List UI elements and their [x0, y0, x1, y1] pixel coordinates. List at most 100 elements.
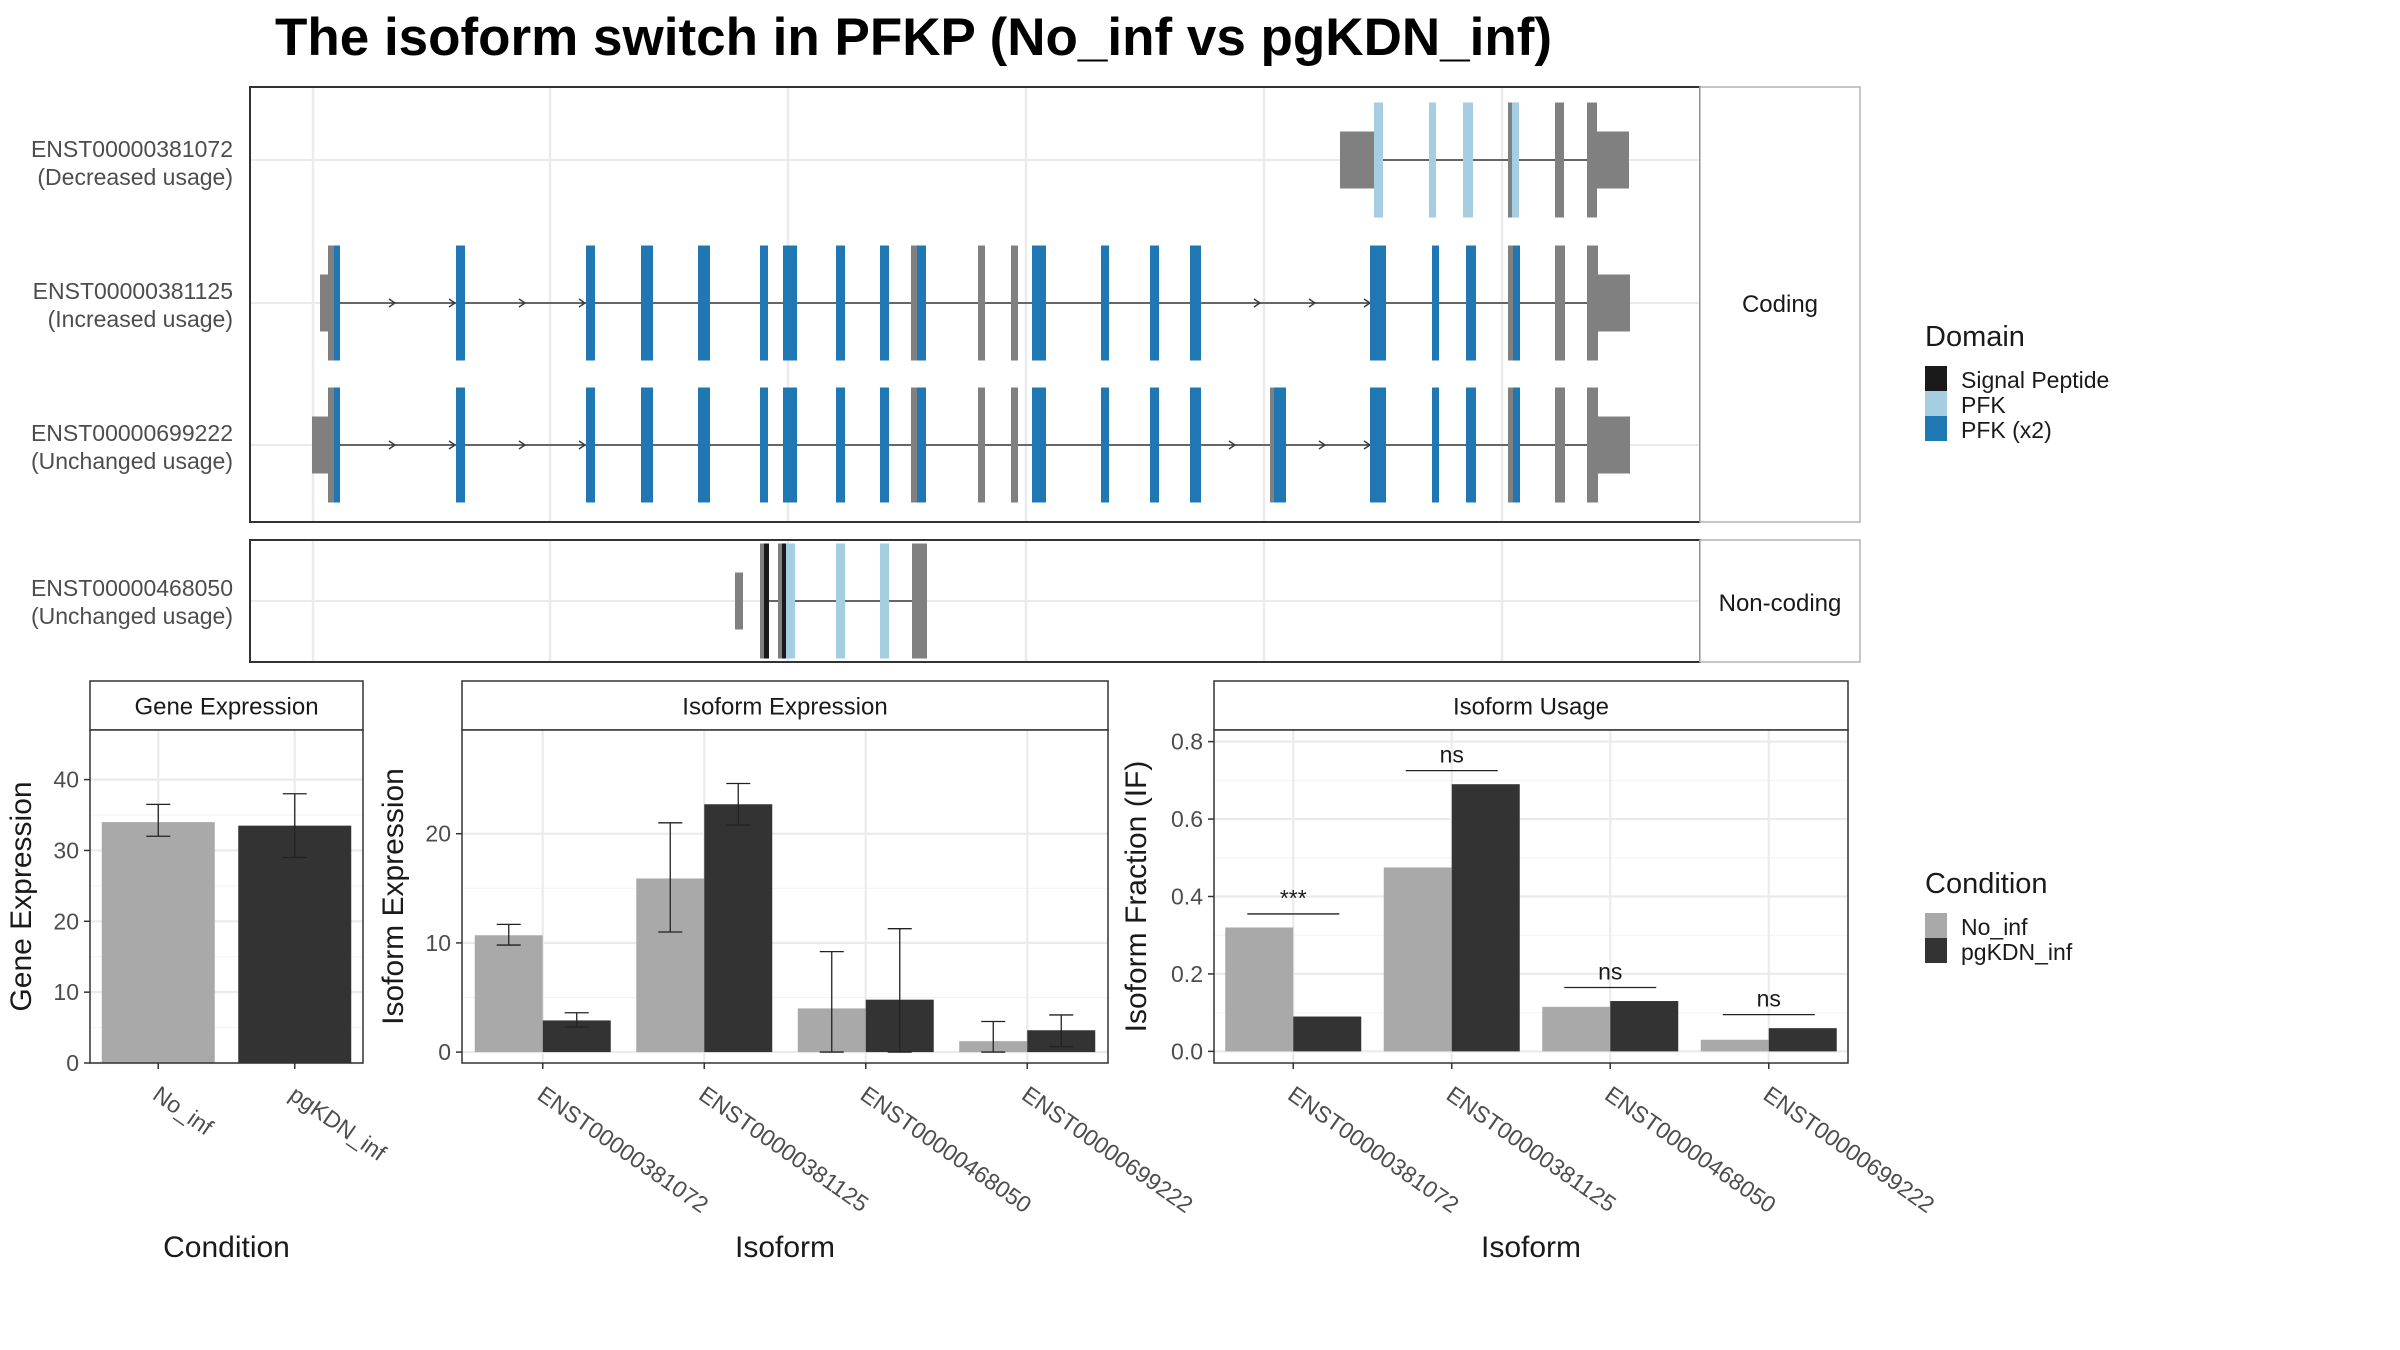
cds-exon	[1508, 102, 1512, 218]
pfk-x2-domain-exon	[698, 245, 710, 361]
cds-exon	[912, 543, 918, 659]
pfk-x2-domain-exon	[1513, 387, 1520, 503]
pfk-x2-domain-exon	[1032, 387, 1046, 503]
y-axis-title: Isoform Fraction (IF)	[1120, 761, 1153, 1033]
cds-exon	[1555, 102, 1564, 218]
transcript-id-label: ENST00000699222	[31, 420, 233, 446]
cds-exon	[918, 543, 927, 659]
pfk-x2-domain-exon	[1101, 245, 1109, 361]
cds-exon	[911, 245, 917, 361]
signal-peptide-exon	[782, 543, 786, 659]
cds-exon	[1270, 387, 1274, 503]
strand-arrow	[388, 440, 397, 450]
pfk-x2-domain-exon	[1466, 387, 1476, 503]
bar	[1542, 1006, 1611, 1052]
isoform-usage-panel: Isoform Usage *** ns ns ns 0.0 0.2 0.4 0.6 0.8 ENS…	[1120, 680, 1939, 1264]
pfk-x2-domain-exon	[1513, 245, 1520, 361]
pfk-x2-domain-exon	[698, 387, 710, 503]
strand-arrow	[1228, 440, 1237, 450]
pfk-x2-domain-exon	[1190, 387, 1201, 503]
pfk-x2-domain-exon	[1370, 245, 1386, 361]
panel-strip	[461, 680, 1109, 731]
bar	[101, 822, 215, 1063]
pfk-x2-domain-exon	[836, 245, 845, 361]
x-axis-title: Condition	[163, 1231, 290, 1264]
cds-exon	[1587, 387, 1598, 503]
legend-label-no-inf: No_inf	[1961, 914, 2028, 940]
pfk-x2-domain-exon	[334, 245, 340, 361]
coding-strip-label: Coding	[1742, 291, 1818, 318]
utr-exon	[1598, 416, 1630, 474]
pfk-x2-domain-exon	[586, 387, 595, 503]
significance-label: ***	[1280, 885, 1307, 911]
x-tick-label: ENST00000468050	[856, 1081, 1036, 1218]
cds-exon	[1011, 245, 1018, 361]
cds-exon	[778, 543, 782, 659]
y-tick-label: 0.4	[1171, 884, 1203, 910]
y-tick-label: 30	[53, 837, 79, 863]
legend-key-signal-peptide	[1925, 366, 1947, 391]
structure-noncoding-panel: Non-coding	[249, 539, 1861, 663]
gene-expression-panel: Gene Expression 0 10 20 30 40 No_inf pgKDN_inf C…	[5, 680, 392, 1264]
y-tick-label: 0.0	[1171, 1038, 1203, 1064]
strand-arrow	[578, 440, 587, 450]
strand-arrow	[518, 440, 527, 450]
x-axis-title: Isoform	[735, 1231, 835, 1264]
pfk-x2-domain-exon	[1466, 245, 1476, 361]
noncoding-transcript-tracks	[735, 543, 927, 659]
pfk-x2-domain-exon	[456, 245, 465, 361]
cds-exon	[1555, 245, 1565, 361]
panel-strip-title: Gene Expression	[134, 694, 318, 721]
condition-legend: Condition No_inf pgKDN_inf	[1925, 868, 2073, 965]
transcript-id-label: ENST00000381072	[31, 136, 233, 162]
coding-strip	[1699, 86, 1861, 523]
pfk-x2-domain-exon	[456, 387, 465, 503]
panel-strip-title: Isoform Usage	[1453, 694, 1609, 721]
utr-exon	[320, 274, 328, 332]
panel-background	[462, 730, 1108, 1063]
pfk-domain-exon	[786, 543, 795, 659]
bar	[1451, 784, 1520, 1052]
bar	[1700, 1039, 1769, 1052]
legend-label-pfk: PFK	[1961, 392, 2006, 418]
strand-arrow	[448, 298, 457, 308]
cds-exon	[1555, 387, 1565, 503]
bar	[1610, 1001, 1679, 1052]
x-axis-title: Isoform	[1481, 1231, 1581, 1264]
panel-border	[89, 729, 364, 1064]
y-axis-title: Gene Expression	[5, 781, 38, 1011]
pfk-x2-domain-exon	[836, 387, 845, 503]
pfk-x2-domain-exon	[1150, 387, 1159, 503]
utr-exon	[1598, 274, 1630, 332]
pfk-x2-domain-exon	[334, 387, 340, 503]
cds-exon	[1011, 387, 1018, 503]
x-tick-label: ENST00000468050	[1600, 1081, 1780, 1218]
x-tick-label: ENST00000381072	[1283, 1081, 1463, 1218]
isoform-expression-panel: Isoform Expression01020ENST00000381072EN…	[377, 680, 1198, 1264]
y-tick-label: 10	[53, 979, 79, 1005]
pfk-x2-domain-exon	[880, 245, 889, 361]
utr-exon	[1340, 131, 1375, 189]
transcript-usage-label: (Unchanged usage)	[31, 448, 233, 474]
x-tick-label: ENST00000381125	[694, 1081, 873, 1217]
y-tick-label: 10	[425, 930, 451, 956]
strand-arrow	[448, 440, 457, 450]
bar	[1383, 867, 1452, 1052]
x-tick-label: pgKDN_inf	[285, 1081, 392, 1166]
pfk-x2-domain-exon	[641, 387, 653, 503]
legend-label-signal-peptide: Signal Peptide	[1961, 367, 2109, 393]
pfk-x2-domain-exon	[586, 245, 595, 361]
cds-exon	[911, 387, 917, 503]
pfk-x2-domain-exon	[1150, 245, 1159, 361]
strand-arrow	[1308, 298, 1317, 308]
cds-exon	[760, 543, 764, 659]
strand-arrow	[578, 298, 587, 308]
pfk-domain-exon	[880, 543, 889, 659]
y-tick-label: 20	[425, 821, 451, 847]
bar	[238, 825, 352, 1063]
pfk-x2-domain-exon	[783, 245, 797, 361]
transcript-usage-label: (Increased usage)	[48, 306, 233, 332]
strand-arrow	[518, 298, 527, 308]
transcript-id-label: ENST00000381125	[33, 278, 233, 304]
